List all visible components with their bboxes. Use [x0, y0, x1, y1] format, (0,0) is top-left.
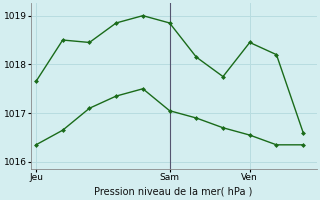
X-axis label: Pression niveau de la mer( hPa ): Pression niveau de la mer( hPa ) [94, 187, 253, 197]
